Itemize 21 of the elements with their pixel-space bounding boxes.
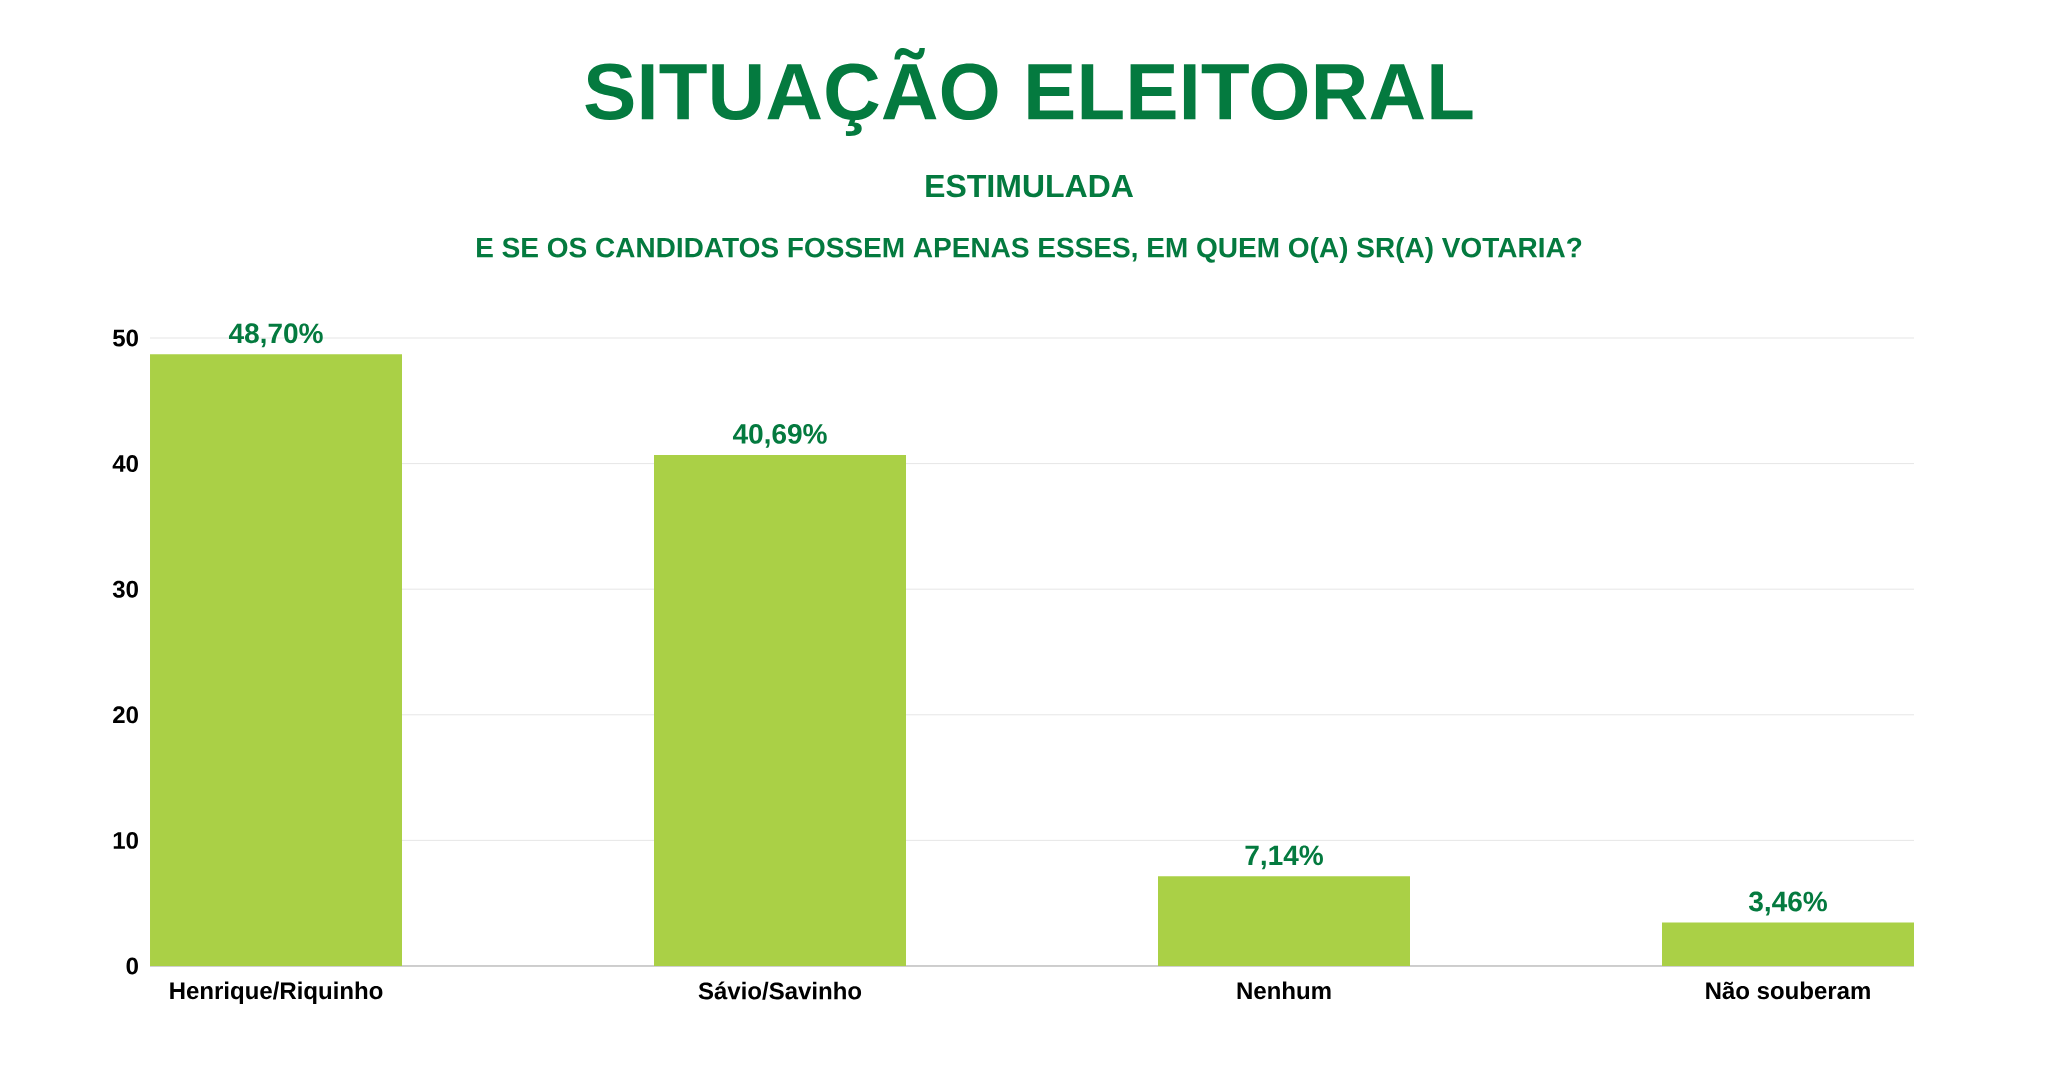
y-tick-label: 50 bbox=[113, 329, 138, 347]
y-tick-label: 30 bbox=[112, 580, 138, 598]
text: E SE OS CANDIDATOS FOSSEM APENAS ESSES, EM QUEM O(A) SR(A) VOTARIA? bbox=[477, 236, 1582, 264]
y-tick-label: 10 bbox=[113, 831, 138, 849]
data-label: 40,69% bbox=[732, 423, 827, 448]
x-tick-label: Nenhum bbox=[1237, 981, 1331, 1000]
chart-title: SITUAÇÃO ELEITORAL bbox=[585, 48, 1473, 136]
data-label: 48,70% bbox=[228, 323, 323, 348]
data-label: 3,46% bbox=[1748, 891, 1827, 916]
chart-subtitle: ESTIMULADA bbox=[926, 174, 1134, 198]
data-label: 7,14% bbox=[1245, 845, 1323, 870]
y-tick-label: 0 bbox=[126, 957, 138, 975]
bar bbox=[654, 454, 907, 966]
y-tick-label: 40 bbox=[112, 455, 138, 473]
x-tick-label: Sávio/Savinho bbox=[698, 981, 862, 1000]
x-tick-label: Não souberam bbox=[1706, 981, 1870, 1000]
bar bbox=[1662, 922, 1914, 966]
x-tick-label: Henrique/Riquinho bbox=[170, 981, 383, 1004]
bar bbox=[150, 354, 403, 966]
y-tick-label: 20 bbox=[113, 706, 138, 724]
bar bbox=[1158, 876, 1410, 966]
